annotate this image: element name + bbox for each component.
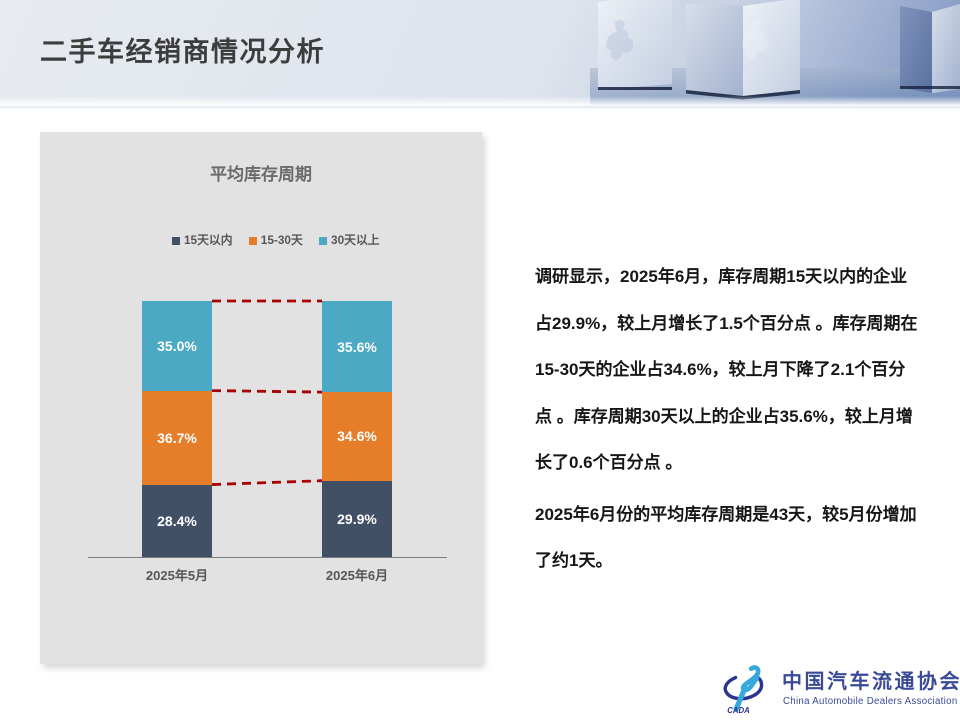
svg-text:CADA: CADA <box>727 706 750 715</box>
